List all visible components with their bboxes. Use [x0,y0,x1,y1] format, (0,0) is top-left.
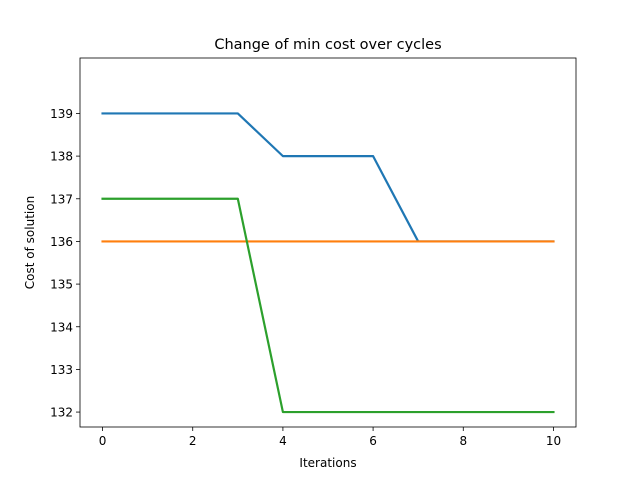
series-line-3 [101,197,555,414]
y-tick-label: 137 [50,192,73,206]
x-axis-ticks: 0 2 4 6 8 10 [99,427,561,448]
y-tick-label: 132 [50,406,73,420]
chart-title: Change of min cost over cycles [214,37,441,53]
plot-frame [79,57,577,428]
series-layer [101,112,555,414]
y-tick-label: 139 [50,107,73,121]
y-tick-label: 136 [50,235,73,249]
x-tick-label: 0 [99,434,107,448]
y-tick-label: 135 [50,278,73,292]
x-tick-label: 4 [279,434,287,448]
y-tick-label: 134 [50,320,73,334]
y-axis-label: Cost of solution [23,196,37,289]
y-tick-label: 138 [50,150,73,164]
x-axis-label: Iterations [299,456,356,470]
x-tick-label: 2 [189,434,197,448]
y-axis-ticks: 132 133 134 135 136 137 138 139 [50,107,80,420]
y-tick-label: 133 [50,363,73,377]
x-tick-label: 6 [369,434,377,448]
x-tick-label: 10 [546,434,561,448]
x-tick-label: 8 [459,434,467,448]
